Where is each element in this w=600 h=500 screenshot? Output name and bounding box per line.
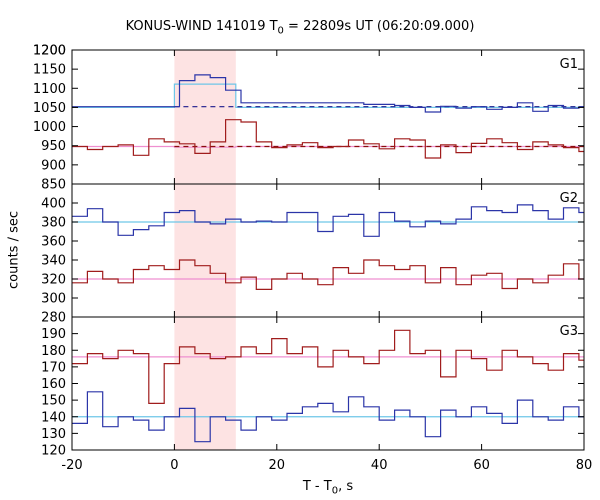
highlight-interval	[174, 50, 236, 450]
x-axis-label: T - T0, s	[0, 479, 600, 497]
y-tick-label-G2: 320	[41, 273, 66, 288]
y-tick-label-G3: 190	[41, 327, 66, 342]
x-tick-label: 60	[473, 458, 490, 473]
y-tick-label-G1: 900	[41, 158, 66, 173]
x-axis-label-part-1: T - T	[302, 479, 332, 494]
y-tick-label-G3: 120	[41, 444, 66, 459]
y-tick-label-G3: 130	[41, 427, 66, 442]
y-tick-label-G3: 170	[41, 360, 66, 375]
axis-layer: 850900950100010501100115012001200G128030…	[33, 44, 592, 474]
x-tick-label: 20	[269, 458, 286, 473]
y-tick-label-G1: 1050	[33, 101, 66, 116]
x-axis-label-subscript: 0	[331, 485, 339, 497]
y-tick-label-G1: 850	[41, 178, 66, 193]
red-step-series-G2	[72, 259, 584, 290]
x-tick-label: 80	[576, 458, 593, 473]
panel-label-G2: G2	[560, 191, 578, 206]
y-tick-label-G3: 180	[41, 344, 66, 359]
y-tick-label-G2: 280	[41, 311, 66, 326]
title-text-part-2: = 22809s UT (06:20:09.000)	[283, 19, 475, 34]
y-tick-label-G2: 300	[41, 292, 66, 307]
x-tick-label: 40	[371, 458, 388, 473]
y-tick-label-G3: 160	[41, 377, 66, 392]
x-tick-label: 0	[170, 458, 178, 473]
y-tick-label-G3: 140	[41, 410, 66, 425]
blue-fit-line-G1	[72, 83, 584, 108]
panel-label-G1: G1	[560, 57, 578, 72]
red-step-series-G3	[72, 329, 584, 404]
blue-step-series-G3	[72, 391, 584, 443]
y-axis-label: counts / sec	[6, 210, 22, 290]
y-tick-label-G1: 1000	[33, 120, 66, 135]
y-tick-label-G3: 150	[41, 394, 66, 409]
y-tick-label-G1: 1100	[33, 82, 66, 97]
panel-frame-G2	[71, 183, 585, 318]
blue-step-series-G2	[72, 204, 584, 237]
y-tick-label-G1: 1150	[33, 63, 66, 78]
y-tick-label-G2: 400	[41, 197, 66, 212]
y-tick-label-G2: 360	[41, 235, 66, 250]
highlight-layer	[174, 50, 236, 450]
title-subscript: 0	[277, 25, 284, 37]
red-step-series-G1	[72, 119, 584, 159]
blue-step-series-G1	[72, 74, 584, 113]
title-text-part-1: KONUS-WIND 141019 T	[125, 19, 278, 34]
y-tick-label-G2: 380	[41, 216, 66, 231]
panel-frame-G1	[71, 49, 585, 185]
chart-title: KONUS-WIND 141019 T0 = 22809s UT (06:20:…	[0, 19, 600, 37]
series-layer	[72, 74, 584, 443]
y-tick-label-G1: 1200	[33, 44, 66, 59]
x-axis-label-part-2: , s	[338, 479, 354, 494]
x-tick-label: -20	[61, 458, 82, 473]
panel-label-G3: G3	[560, 324, 578, 339]
y-tick-label-G1: 950	[41, 139, 66, 154]
y-tick-label-G2: 340	[41, 254, 66, 269]
y-tick-label-top: 1200	[33, 44, 66, 59]
